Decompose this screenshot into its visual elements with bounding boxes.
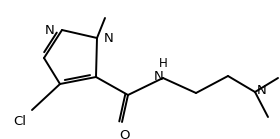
Text: Cl: Cl — [13, 115, 26, 128]
Text: N: N — [45, 23, 55, 37]
Text: N: N — [104, 32, 114, 44]
Text: N: N — [154, 70, 164, 84]
Text: N: N — [257, 84, 267, 96]
Text: O: O — [120, 129, 130, 139]
Text: H: H — [159, 57, 167, 70]
